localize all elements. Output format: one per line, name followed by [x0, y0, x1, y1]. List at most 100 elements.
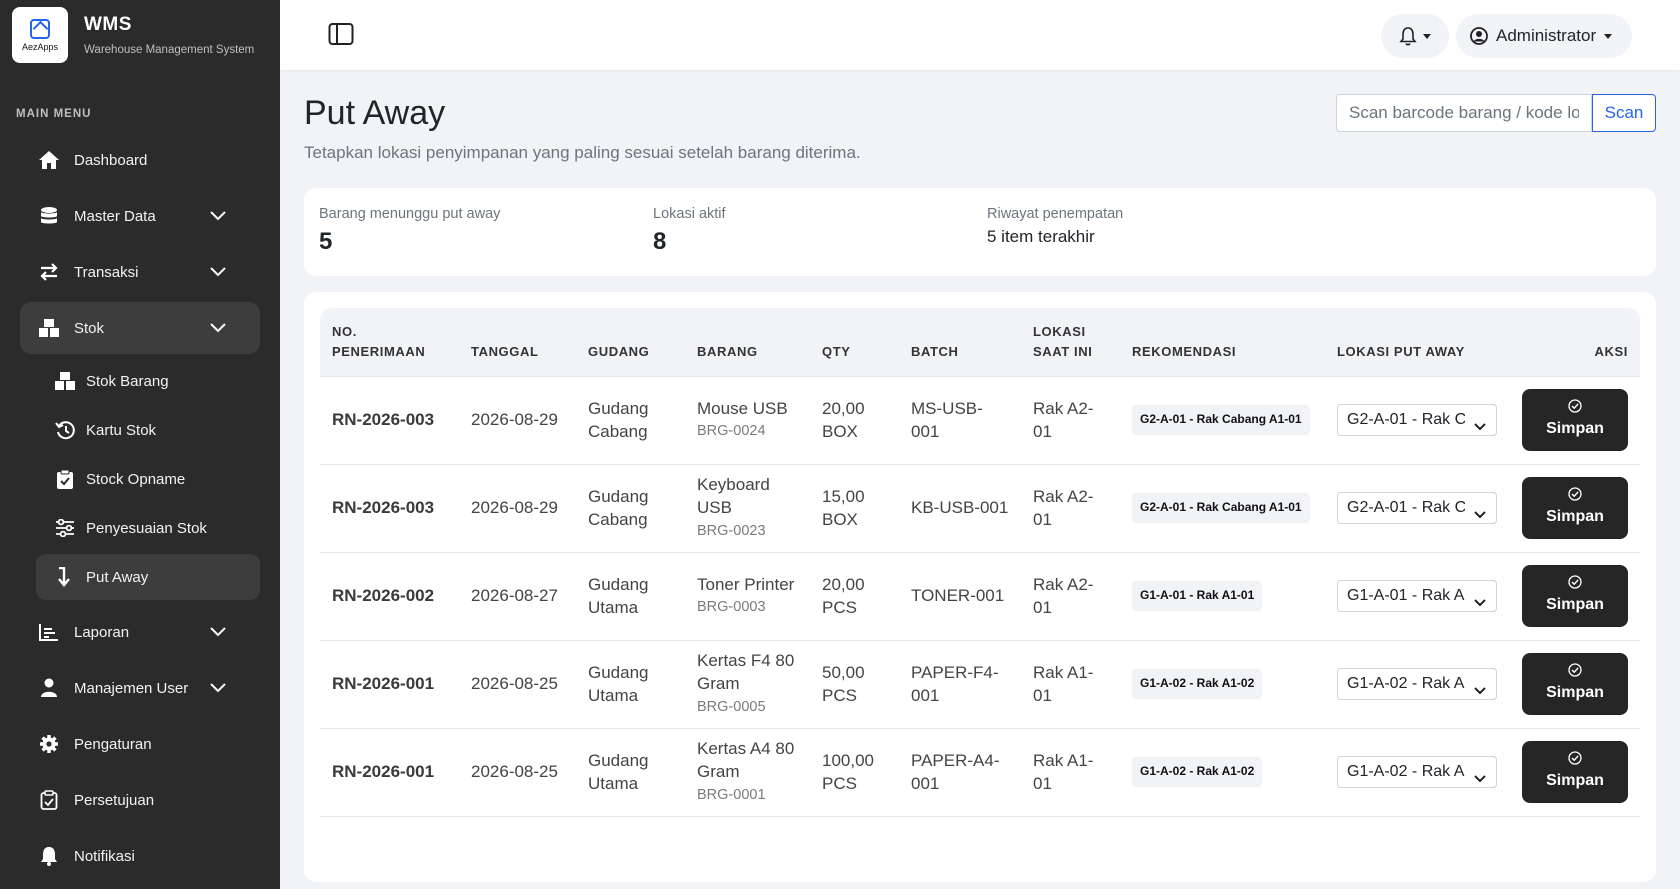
- gear-icon: [38, 733, 60, 755]
- table-row: RN-2026-002 2026-08-27 Gudang Utama Tone…: [320, 551, 1640, 640]
- sidebar-toggle-button[interactable]: [328, 22, 354, 46]
- sidebar-item-label: Laporan: [74, 623, 130, 641]
- caret-down-icon: [1604, 33, 1613, 39]
- cell-lokasi: Rak A1-01: [1021, 639, 1120, 728]
- sidebar-item-stock-opname[interactable]: Stock Opname: [36, 456, 260, 502]
- cell-rekomendasi: G1-A-02 - Rak A1-02: [1120, 639, 1325, 728]
- cell-no: RN-2026-001: [320, 727, 459, 817]
- bell-icon: [1399, 27, 1417, 46]
- cell-putaway: G1-A-02 - Rak A1-02: [1325, 727, 1510, 817]
- chevron-down-icon: [210, 208, 226, 225]
- save-button-label: Simpan: [1546, 508, 1604, 526]
- sidebar-item-transaksi[interactable]: Transaksi: [20, 246, 260, 298]
- brand-logo-text: AezApps: [21, 41, 59, 52]
- sidebar-item-notifikasi[interactable]: Notifikasi: [20, 830, 260, 882]
- sidebar-item-penyesuaian-stok[interactable]: Penyesuaian Stok: [36, 505, 260, 551]
- scan-button[interactable]: Scan: [1592, 94, 1656, 132]
- sidebar-item-manajemen-user[interactable]: Manajemen User: [20, 662, 260, 714]
- save-button[interactable]: Simpan: [1522, 565, 1628, 627]
- cell-barang: Kertas A4 80 Gram BRG-0001: [685, 727, 810, 817]
- cell-qty: 20,00 PCS: [810, 551, 899, 640]
- item-name: Toner Printer: [697, 574, 795, 594]
- notifications-button[interactable]: [1381, 14, 1449, 58]
- sidebar-item-laporan[interactable]: Laporan: [20, 606, 260, 658]
- col-header-aksi: AKSI: [1594, 343, 1628, 359]
- save-button[interactable]: Simpan: [1522, 741, 1628, 803]
- putaway-location-select[interactable]: G2-A-01 - Rak Cabang A1-01: [1337, 492, 1497, 524]
- putaway-table: NO. PENERIMAAN TANGGAL GUDANG BARANG QTY …: [320, 308, 1640, 817]
- col-header-tanggal: TANGGAL: [471, 343, 539, 359]
- brand-logo: AezApps: [12, 7, 68, 63]
- brand[interactable]: AezApps WMS Warehouse Management System: [0, 0, 280, 70]
- sidebar-item-put-away[interactable]: Put Away: [36, 554, 260, 600]
- user-icon: [38, 677, 60, 699]
- boxes-icon: [38, 317, 60, 339]
- sidebar-item-stok[interactable]: Stok: [20, 302, 260, 354]
- sidebar-item-dashboard[interactable]: Dashboard: [20, 134, 260, 186]
- cell-batch: MS-USB-001: [899, 375, 1021, 464]
- sidebar-item-stok-barang[interactable]: Stok Barang: [36, 358, 260, 404]
- col-header-no: NO. PENERIMAAN: [320, 308, 459, 376]
- recommendation-badge: G2-A-01 - Rak Cabang A1-01: [1132, 405, 1310, 435]
- user-menu-button[interactable]: Administrator: [1456, 14, 1632, 58]
- save-button[interactable]: Simpan: [1522, 653, 1628, 715]
- col-header-gudang: GUDANG: [588, 343, 650, 359]
- table-row: RN-2026-001 2026-08-25 Gudang Utama Kert…: [320, 639, 1640, 728]
- clipboard-check-icon: [54, 468, 76, 490]
- user-circle-icon: [1470, 27, 1488, 45]
- cell-batch: TONER-001: [899, 551, 1021, 640]
- cell-rekomendasi: G1-A-01 - Rak A1-01: [1120, 551, 1325, 640]
- main-menu: Dashboard Master Data Transaksi Stok: [0, 134, 280, 354]
- cell-tanggal: 2026-08-29: [459, 463, 576, 552]
- arrows-left-right-icon: [38, 261, 60, 283]
- main-content: Put Away Tetapkan lokasi penyimpanan yan…: [280, 70, 1680, 889]
- cell-putaway: G2-A-01 - Rak Cabang A1-01: [1325, 375, 1510, 464]
- save-button[interactable]: Simpan: [1522, 477, 1628, 539]
- stats-card: Barang menunggu put away 5 Lokasi aktif …: [304, 188, 1656, 276]
- cell-gudang: Gudang Cabang: [576, 463, 685, 552]
- select-value: G1-A-02 - Rak A1-02: [1347, 675, 1465, 693]
- recommendation-badge: G1-A-02 - Rak A1-02: [1132, 757, 1263, 787]
- sidebar-item-pengaturan[interactable]: Pengaturan: [20, 718, 260, 770]
- putaway-location-select[interactable]: G1-A-02 - Rak A1-02: [1337, 756, 1497, 788]
- putaway-location-select[interactable]: G1-A-02 - Rak A1-02: [1337, 668, 1497, 700]
- page-subtitle: Tetapkan lokasi penyimpanan yang paling …: [304, 143, 861, 162]
- item-code: BRG-0001: [697, 786, 766, 803]
- save-button[interactable]: Simpan: [1522, 389, 1628, 451]
- putaway-location-select[interactable]: G2-A-01 - Rak Cabang A1-01: [1337, 404, 1497, 436]
- chevron-down-icon: [210, 320, 226, 337]
- history-icon: [54, 419, 76, 441]
- cell-qty: 15,00 BOX: [810, 463, 899, 552]
- save-button-label: Simpan: [1546, 596, 1604, 614]
- item-name: Mouse USB: [697, 398, 788, 418]
- cell-barang: Mouse USB BRG-0024: [685, 375, 810, 464]
- putaway-location-select[interactable]: G1-A-01 - Rak A1-01: [1337, 580, 1497, 612]
- sidebar-item-label: Kartu Stok: [86, 421, 157, 439]
- stat-value: 5 item terakhir: [987, 227, 1095, 246]
- item-code: BRG-0024: [697, 423, 766, 439]
- chevron-down-icon: [1474, 679, 1486, 699]
- sidebar-item-persetujuan[interactable]: Persetujuan: [20, 774, 260, 826]
- cell-gudang: Gudang Utama: [576, 639, 685, 728]
- cell-rekomendasi: G1-A-02 - Rak A1-02: [1120, 727, 1325, 817]
- save-button-label: Simpan: [1546, 772, 1604, 790]
- stat-label: Riwayat penempatan: [987, 206, 1124, 222]
- bell-icon: [38, 845, 60, 867]
- cell-aksi: Simpan: [1510, 463, 1640, 552]
- sidebar-item-master-data[interactable]: Master Data: [20, 190, 260, 242]
- cell-qty: 20,00 BOX: [810, 375, 899, 464]
- cell-gudang: Gudang Utama: [576, 727, 685, 817]
- cell-tanggal: 2026-08-29: [459, 375, 576, 464]
- cell-lokasi: Rak A2-01: [1021, 551, 1120, 640]
- check-circle-icon: [1568, 751, 1582, 765]
- sidebar-item-label: Master Data: [74, 207, 156, 225]
- sidebar-item-kartu-stok[interactable]: Kartu Stok: [36, 407, 260, 453]
- select-value: G2-A-01 - Rak Cabang A1-01: [1347, 499, 1465, 517]
- putaway-table-card: NO. PENERIMAAN TANGGAL GUDANG BARANG QTY …: [304, 292, 1656, 882]
- cell-putaway: G1-A-01 - Rak A1-01: [1325, 551, 1510, 640]
- cell-gudang: Gudang Cabang: [576, 375, 685, 464]
- recommendation-badge: G1-A-02 - Rak A1-02: [1132, 669, 1263, 699]
- sidebar-toggle-icon: [328, 23, 354, 45]
- scan-input[interactable]: [1336, 94, 1592, 132]
- stat-label: Lokasi aktif: [653, 206, 726, 222]
